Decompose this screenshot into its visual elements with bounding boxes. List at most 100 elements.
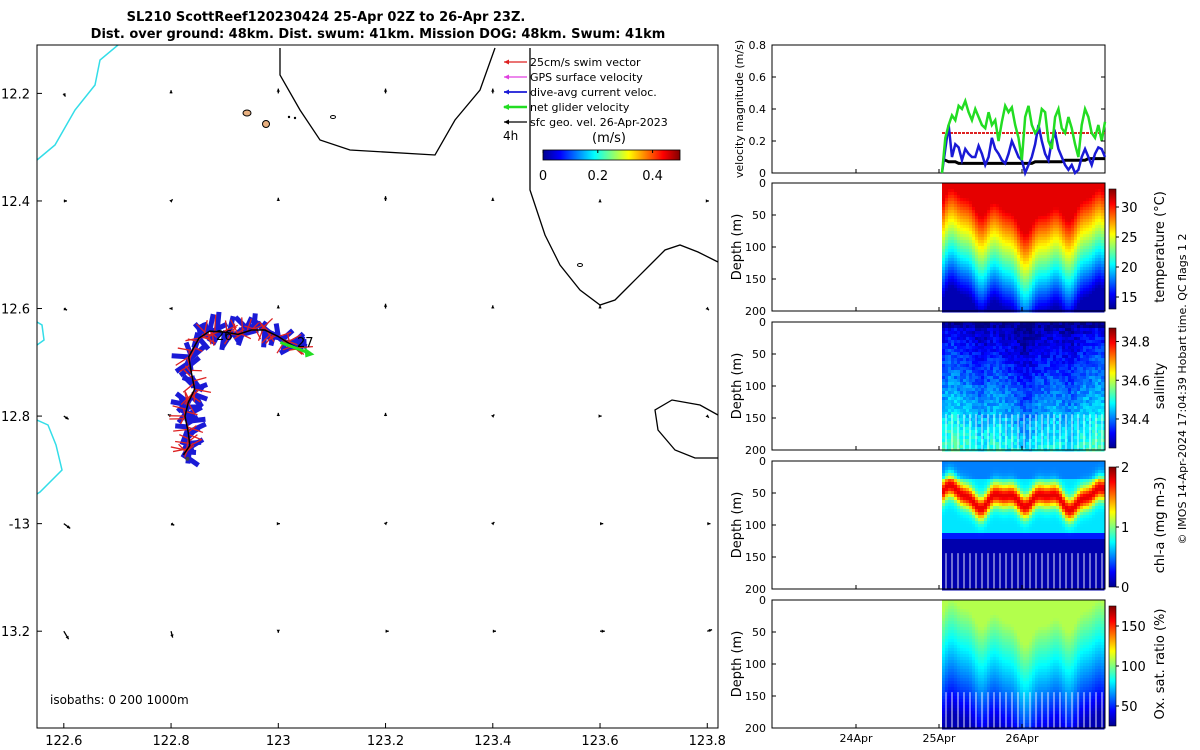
temperature-cell xyxy=(1035,198,1039,202)
temperature-cell xyxy=(1032,228,1036,232)
salinity-cell xyxy=(966,367,970,371)
temperature-cell xyxy=(1014,195,1018,199)
salinity-cell xyxy=(1041,385,1045,389)
salinity-cell xyxy=(1074,391,1078,395)
salinity-cell xyxy=(951,343,955,347)
temperature-cell xyxy=(1089,276,1093,280)
temperature-cell xyxy=(1008,306,1012,310)
salinity-cell xyxy=(1089,442,1093,446)
salinity-cell xyxy=(954,355,958,359)
salinity-cell xyxy=(1029,385,1033,389)
salinity-cell xyxy=(987,424,991,428)
temperature-cell xyxy=(963,285,967,289)
temperature-cell xyxy=(1011,213,1015,217)
temperature-cell xyxy=(1014,213,1018,217)
temperature-cell xyxy=(1041,222,1045,226)
temperature-cell xyxy=(1074,285,1078,289)
temperature-cell xyxy=(1098,219,1102,223)
temperature-cell xyxy=(1029,219,1033,223)
salinity-cell xyxy=(1086,355,1090,359)
temperature-cell xyxy=(1011,225,1015,229)
salinity-cell xyxy=(1077,328,1081,332)
temperature-cell xyxy=(1032,246,1036,250)
salinity-cell xyxy=(996,346,1000,350)
temperature-cell xyxy=(1041,249,1045,253)
temperature-cell xyxy=(1014,261,1018,265)
salinity-cell xyxy=(945,322,949,326)
salinity-cell xyxy=(1029,355,1033,359)
salinity-cell xyxy=(1035,334,1039,338)
salinity-cell xyxy=(1080,388,1084,392)
salinity-cell xyxy=(963,325,967,329)
temperature-cell xyxy=(1092,294,1096,298)
current-arrow-head xyxy=(276,88,280,92)
salinity-cell xyxy=(1068,400,1072,404)
temperature-cell xyxy=(1032,303,1036,307)
salinity-cell xyxy=(948,385,952,389)
temperature-cell xyxy=(948,288,952,292)
temperature-cell xyxy=(969,189,973,193)
salinity-cell xyxy=(1089,388,1093,392)
salinity-cell xyxy=(954,388,958,392)
salinity-cell xyxy=(1074,400,1078,404)
salinity-cell xyxy=(1032,421,1036,425)
salinity-cell xyxy=(969,403,973,407)
salinity-cell xyxy=(1056,382,1060,386)
salinity-cell xyxy=(1002,436,1006,440)
salinity-cell xyxy=(948,430,952,434)
salinity-cell xyxy=(975,349,979,353)
salinity-cell xyxy=(1041,361,1045,365)
salinity-cell xyxy=(1059,412,1063,416)
temperature-cell xyxy=(1029,294,1033,298)
salinity-cell xyxy=(1092,352,1096,356)
salinity-cell xyxy=(1035,364,1039,368)
salinity-cell xyxy=(1020,370,1024,374)
temperature-cell xyxy=(960,255,964,259)
salinity-cell xyxy=(1062,340,1066,344)
temperature-cell xyxy=(1068,249,1072,253)
salinity-cell xyxy=(999,349,1003,353)
salinity-cell xyxy=(1050,439,1054,443)
temperature-cell xyxy=(1023,249,1027,253)
salinity-cell xyxy=(984,385,988,389)
temperature-cell xyxy=(1089,186,1093,190)
salinity-cell xyxy=(1059,340,1063,344)
temperature-cell xyxy=(1020,291,1024,295)
salinity-cell xyxy=(966,373,970,377)
temperature-cell xyxy=(1011,276,1015,280)
temperature-cell xyxy=(1014,204,1018,208)
salinity-cell xyxy=(1002,343,1006,347)
salinity-cell xyxy=(993,421,997,425)
temperature-cell xyxy=(1029,273,1033,277)
salinity-cell xyxy=(981,430,985,434)
temperature-cell xyxy=(999,237,1003,241)
temperature-cell xyxy=(1026,186,1030,190)
salinity-cell xyxy=(1029,445,1033,449)
salinity-cell xyxy=(1005,442,1009,446)
salinity-cell xyxy=(1041,433,1045,437)
salinity-cell xyxy=(1020,331,1024,335)
temperature-cell xyxy=(1056,246,1060,250)
salinity-cell xyxy=(1020,352,1024,356)
temperature-cell xyxy=(1041,186,1045,190)
temperature-cell xyxy=(972,198,976,202)
temperature-cell xyxy=(1089,243,1093,247)
salinity-cell xyxy=(1044,403,1048,407)
salinity-cell xyxy=(1053,367,1057,371)
salinity-cell xyxy=(981,349,985,353)
temperature-cell xyxy=(978,282,982,286)
salinity-cell xyxy=(1056,325,1060,329)
salinity-cell xyxy=(1065,379,1069,383)
temperature-cell xyxy=(984,186,988,190)
temperature-cell xyxy=(960,285,964,289)
salinity-cell xyxy=(1029,346,1033,350)
temperature-cell xyxy=(1101,222,1105,226)
salinity-cell xyxy=(1032,340,1036,344)
temperature-cell xyxy=(1017,294,1021,298)
salinity-cell xyxy=(948,331,952,335)
temperature-cell xyxy=(1089,246,1093,250)
salinity-cell xyxy=(1098,325,1102,329)
temperature-cell xyxy=(1062,201,1066,205)
temperature-cell xyxy=(945,216,949,220)
salinity-cell xyxy=(1083,367,1087,371)
